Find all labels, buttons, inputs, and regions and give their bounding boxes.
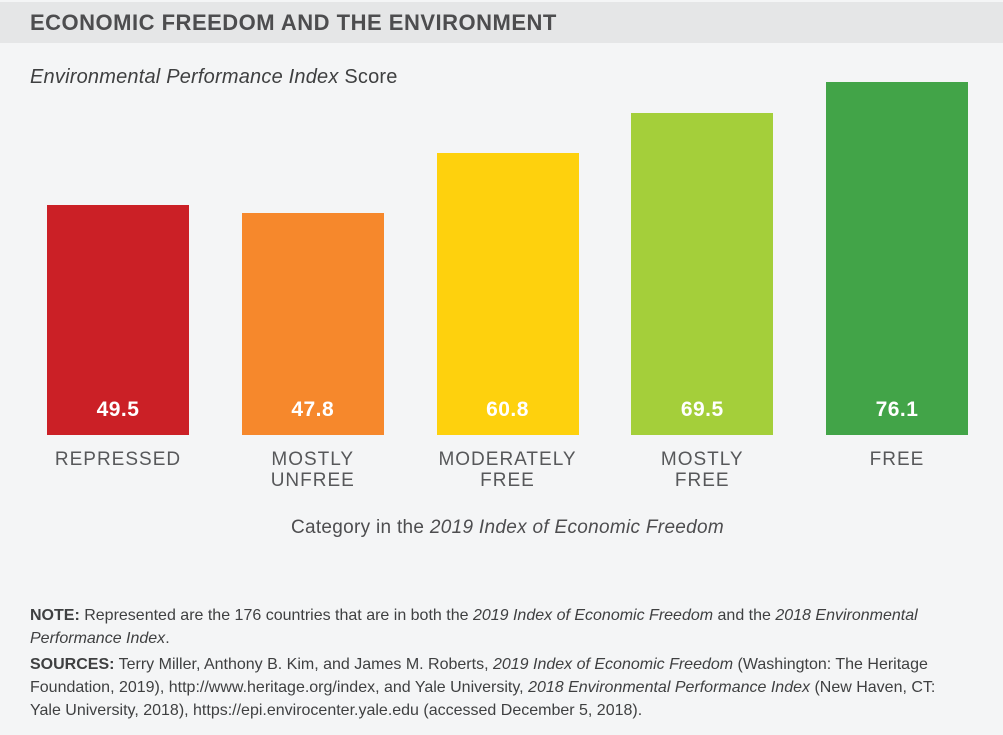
text-segment: .	[165, 630, 170, 647]
bar-free: 76.1	[826, 82, 968, 435]
text-segment: Category in the	[290, 517, 430, 538]
category-label-mostly-free: MOSTLY FREE	[660, 449, 744, 491]
text-segment: 2019 Index of Economic Freedom	[429, 517, 725, 538]
category-label-cell: MODERATELY FREE	[437, 449, 579, 491]
notes-and-sources: NOTE: Represented are the 176 countries …	[30, 604, 940, 722]
text-segment: (New Haven, CT: Yale University, 2018), …	[30, 679, 936, 719]
bar-value-label: 49.5	[96, 398, 140, 421]
text-segment: Score	[338, 66, 398, 88]
category-label-cell: MOSTLY FREE	[631, 449, 773, 491]
text-segment: and the	[713, 607, 776, 624]
bar-value-label: 76.1	[875, 398, 919, 421]
note-paragraph: NOTE: Represented are the 176 countries …	[30, 604, 940, 650]
category-label-free: FREE	[869, 449, 925, 470]
bar-moderately-free: 60.8	[436, 153, 579, 435]
chart-title: ECONOMIC FREEDOM AND THE ENVIRONMENT	[30, 10, 557, 35]
bar-value-label: 69.5	[680, 398, 724, 421]
bar-repressed: 49.5	[47, 205, 189, 435]
y-axis-title: Environmental Performance Index Score	[30, 66, 398, 89]
text-segment: Environmental Performance Index	[30, 66, 339, 88]
chart-header-band: ECONOMIC FREEDOM AND THE ENVIRONMENT	[0, 2, 1003, 43]
text-segment: 2018 Environmental Performance Index	[528, 679, 810, 696]
text-segment: NOTE:	[30, 607, 80, 624]
category-label-cell: MOSTLY UNFREE	[242, 449, 384, 491]
category-label-repressed: REPRESSED	[54, 449, 182, 470]
text-segment: Terry Miller, Anthony B. Kim, and James …	[114, 656, 493, 673]
text-segment: Represented are the 176 countries that a…	[79, 607, 473, 624]
category-label-cell: REPRESSED	[47, 449, 189, 491]
text-segment: (Washington: The Heritage Foundation, 20…	[30, 656, 928, 696]
bar-mostly-free: 69.5	[631, 112, 774, 435]
x-axis-title: Category in the 2019 Index of Economic F…	[47, 517, 968, 539]
text-segment: 2019 Index of Economic Freedom	[472, 607, 714, 624]
text-segment: SOURCES:	[30, 656, 115, 673]
category-label-cell: FREE	[826, 449, 968, 491]
bar-value-label: 60.8	[486, 398, 529, 421]
category-label-mostly-unfree: MOSTLY UNFREE	[270, 449, 355, 491]
sources-paragraph: SOURCES: Terry Miller, Anthony B. Kim, a…	[30, 653, 940, 722]
text-segment: 2019 Index of Economic Freedom	[492, 656, 734, 673]
category-labels: REPRESSED MOSTLY UNFREE MODERATELY FREE MOS…	[47, 449, 968, 491]
bar-value-label: 47.8	[291, 398, 335, 421]
bar-chart: 49.5 47.8 60.8 69.5 76.1	[47, 64, 968, 435]
text-segment: 2018 Environmental Performance Index	[30, 607, 918, 647]
category-label-moderately-free: MODERATELY FREE	[438, 449, 577, 491]
bar-mostly-unfree: 47.8	[241, 213, 384, 435]
